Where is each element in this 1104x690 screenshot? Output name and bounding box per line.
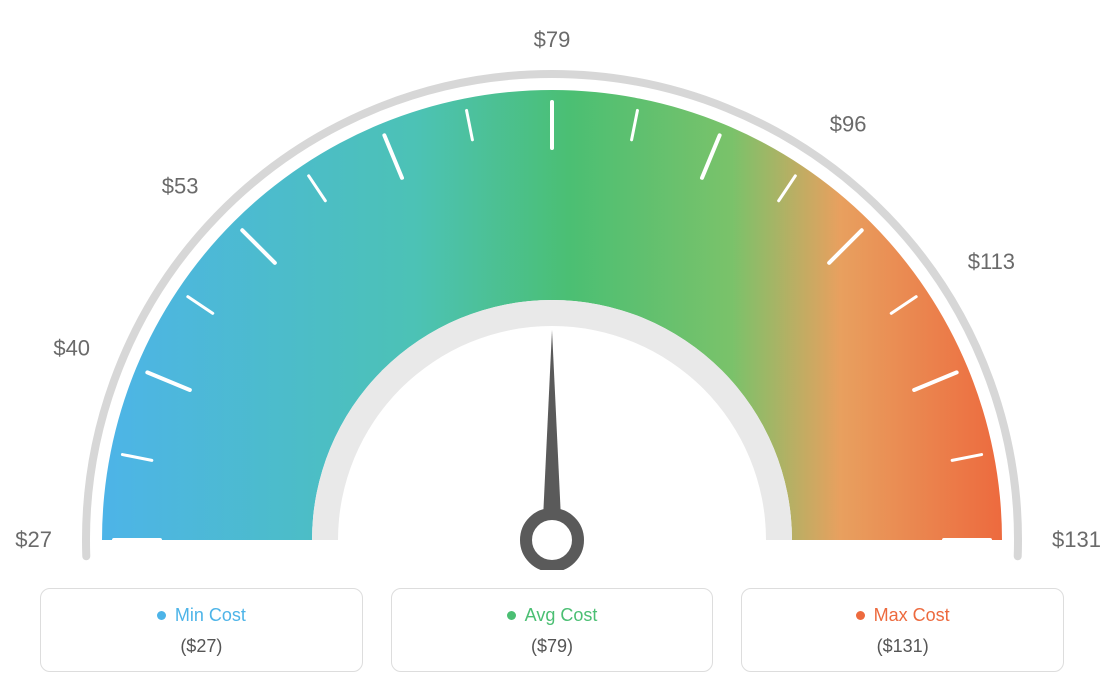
legend-card-avg: Avg Cost ($79): [391, 588, 714, 672]
svg-text:$40: $40: [53, 336, 90, 361]
gauge-chart: $27 $40 $53 $79 $96 $113 $131: [0, 0, 1104, 570]
legend-label-min: Min Cost: [175, 605, 246, 626]
legend-title-avg: Avg Cost: [507, 605, 598, 626]
legend-value-min: ($27): [41, 636, 362, 657]
legend-row: Min Cost ($27) Avg Cost ($79) Max Cost (…: [40, 588, 1064, 672]
svg-text:$27: $27: [15, 527, 52, 552]
svg-text:$53: $53: [162, 173, 199, 198]
legend-value-max: ($131): [742, 636, 1063, 657]
svg-text:$131: $131: [1052, 527, 1101, 552]
legend-dot-min: [157, 611, 166, 620]
legend-label-avg: Avg Cost: [525, 605, 598, 626]
legend-dot-max: [856, 611, 865, 620]
legend-card-min: Min Cost ($27): [40, 588, 363, 672]
legend-value-avg: ($79): [392, 636, 713, 657]
legend-title-min: Min Cost: [157, 605, 246, 626]
legend-title-max: Max Cost: [856, 605, 950, 626]
legend-card-max: Max Cost ($131): [741, 588, 1064, 672]
svg-text:$96: $96: [830, 111, 867, 136]
gauge-svg: $27 $40 $53 $79 $96 $113 $131: [0, 0, 1104, 570]
svg-text:$79: $79: [534, 27, 571, 52]
legend-label-max: Max Cost: [874, 605, 950, 626]
svg-text:$113: $113: [968, 249, 1015, 274]
legend-dot-avg: [507, 611, 516, 620]
